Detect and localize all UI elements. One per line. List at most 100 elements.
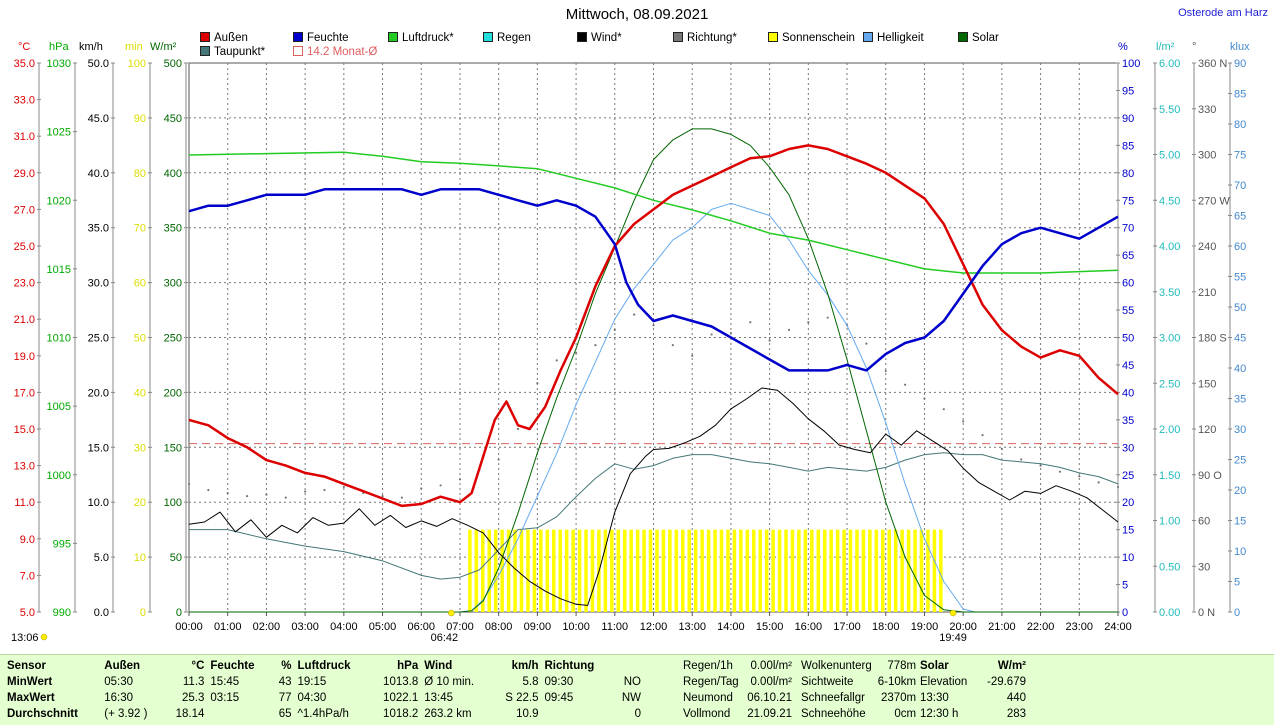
series-line-feuchte [188,188,1119,372]
axis-tick-label-humidity: 35 [1122,415,1134,427]
render-time: 13:06 [11,632,39,644]
axis-tick-label-humidity: 95 [1122,85,1134,97]
series-point-richtung [768,339,771,342]
axis-tick-label-wind: 45.0 [88,113,109,125]
series-point-richtung [323,488,326,492]
legend-item-feuchte: Feuchte [293,31,349,45]
table-row: Durchschnitt (+ 3.92 ) 18.14 65 ^1.4hPa/h… [7,708,641,720]
x-tick-label: 16:00 [795,621,823,633]
feuchte-header: Feuchte [210,660,255,672]
axis-tick-label-solar: 150 [164,442,182,454]
x-tick-label: 06:00 [407,621,435,633]
axis-tick-label-humidity: 25 [1122,470,1134,482]
sunshine-bar [629,529,633,612]
axis-tick-label-rain: 1.00 [1159,516,1180,528]
series-line-luftdruck [188,151,1119,274]
sunshine-bar [552,529,556,612]
axis-tick-label-light: 60 [1234,241,1246,253]
legend-swatch [293,46,303,56]
axis-tick-label-light: 50 [1234,302,1246,314]
sunshine-bar [719,529,724,612]
axis-tick-label-light: 80 [1234,119,1246,131]
axis-tick-label-temp: 31.0 [14,131,35,143]
series-line-wind [188,387,1119,606]
table-row: Wolkenunterg 778m [801,660,917,672]
axis-tick-label-pressure: 990 [53,607,71,619]
sunshine-bar [803,529,808,612]
legend-item-luftdruck: Luftdruck* [388,31,454,45]
axis-tick-label-light: 30 [1234,424,1246,436]
sunshine-bar [784,529,788,612]
sunshine-bar [700,529,704,612]
x-tick-label: 15:00 [756,621,784,633]
legend-swatch [577,32,587,42]
axis-tick-label-humidity: 75 [1122,195,1134,207]
table-row: Vollmond 21.09.21 [683,708,792,720]
sunshine-bar [468,529,472,612]
x-tick-label: 18:00 [872,621,900,633]
axis-tick-label-solar: 50 [170,552,182,564]
axis-tick-label-sun: 70 [134,223,146,235]
axis-tick-label-pressure: 1000 [47,470,71,482]
sunshine-bar [706,529,711,612]
axis-tick-label-direction: 240 [1198,241,1216,253]
sunshine-bar [526,529,530,612]
sunshine-bar [661,529,666,612]
series-point-richtung [381,495,384,498]
axis-tick-label-rain: 2.00 [1159,424,1180,436]
legend-item-richtung: Richtung* [673,31,737,45]
x-tick-label: 01:00 [214,621,242,633]
axis-tick-label-pressure: 1030 [47,58,71,70]
axis-tick-label-solar: 400 [164,168,182,180]
sunshine-bar [655,529,659,612]
axis-unit-direction: ° [1192,41,1197,53]
sunshine-bar [584,529,588,612]
sunshine-bar [616,529,621,612]
axis-tick-label-direction: 330 [1198,104,1216,116]
axis-tick-label-solar: 300 [164,278,182,290]
axis-tick-label-wind: 5.0 [94,552,109,564]
sunset-icon [949,609,957,617]
weather-chart: 35.0 33.0 31.0 29.0 27.0 25.0 23.0 21.0 19.0 17.0… [11,58,1246,644]
axis-tick-label-solar: 200 [164,387,182,399]
series-point-richtung [691,354,694,357]
axis-tick-label-direction: 300 [1198,150,1216,162]
axis-tick-label-light: 40 [1234,363,1246,375]
sunshine-bar [577,529,582,612]
axis-tick-label-direction: 360 N [1198,58,1227,70]
axis-tick-label-wind: 25.0 [88,333,109,345]
legend-swatch [293,32,303,42]
axis-tick-label-temp: 29.0 [14,168,35,180]
axis-tick-label-light: 75 [1234,150,1246,162]
sunshine-bar [564,529,569,612]
series-point-richtung [400,496,403,499]
axis-unit-solar: W/m² [150,41,177,53]
x-tick-label: 17:00 [833,621,861,633]
series-point-richtung [1000,447,1003,450]
series-point-richtung [749,321,752,324]
sunshine-bar [674,529,679,612]
sunshine-bar [519,529,524,612]
series-point-richtung [710,333,713,336]
x-tick-label: 05:00 [369,621,397,633]
series-point-richtung [304,490,307,493]
axis-tick-label-light: 5 [1234,577,1240,589]
axis-tick-label-wind: 0.0 [94,607,109,619]
aussen-unit: °C [191,660,205,672]
axis-tick-label-humidity: 80 [1122,168,1134,180]
series-point-richtung [439,484,442,487]
sunshine-bar [545,529,550,612]
series-point-richtung [1078,475,1081,478]
series-point-richtung [497,458,500,461]
x-tick-label: 00:00 [175,621,203,633]
sunshine-bar [558,529,562,612]
axis-tick-label-temp: 7.0 [20,570,35,582]
axis-tick-label-wind: 10.0 [88,497,109,509]
axis-tick-label-wind: 20.0 [88,387,109,399]
axis-tick-label-direction: 60 [1198,516,1210,528]
axis-tick-label-rain: 5.00 [1159,150,1180,162]
axis-tick-label-solar: 350 [164,223,182,235]
x-tick-label: 08:00 [485,621,513,633]
axis-tick-label-light: 25 [1234,455,1246,467]
series-line-außen [188,144,1119,508]
